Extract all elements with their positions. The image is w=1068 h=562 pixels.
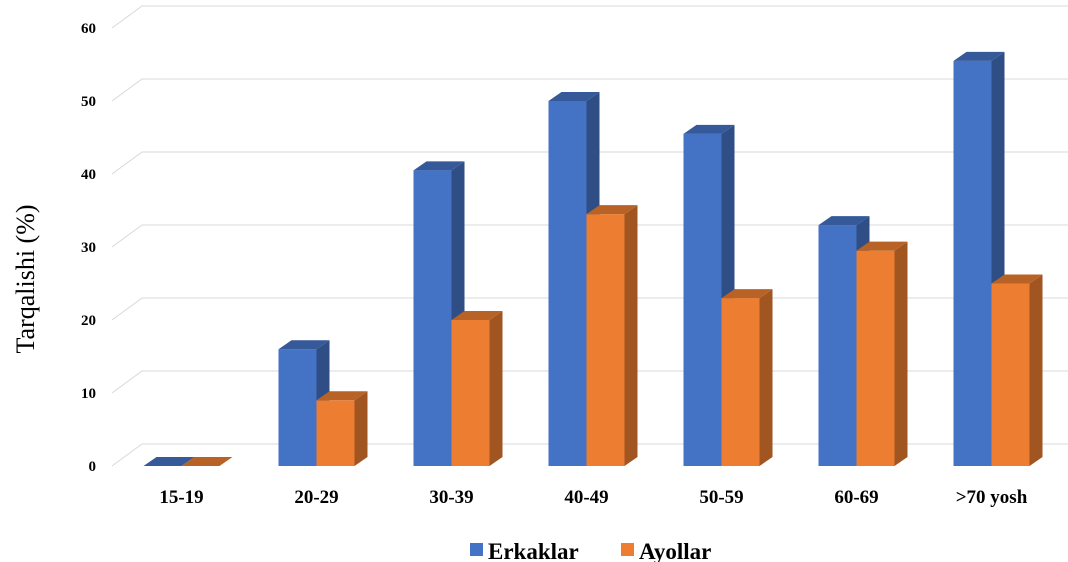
bar-ayollar-20-29 bbox=[316, 391, 368, 466]
legend: Erkaklar Ayollar bbox=[470, 539, 711, 562]
y-tick-label: 40 bbox=[81, 167, 96, 183]
x-tick-label: 15-19 bbox=[159, 487, 203, 508]
x-tick-label: 60-69 bbox=[834, 487, 878, 508]
x-tick-label: 40-49 bbox=[564, 487, 608, 508]
bar-ayollar-50-59 bbox=[721, 289, 773, 466]
bars bbox=[143, 51, 1043, 466]
gridline bbox=[111, 5, 1068, 29]
y-tick-label: 30 bbox=[81, 240, 96, 256]
legend-item-erkaklar: Erkaklar bbox=[470, 539, 579, 562]
y-tick-label: 0 bbox=[89, 459, 97, 475]
gridlines bbox=[111, 5, 1068, 467]
legend-swatch bbox=[470, 543, 483, 556]
x-tick-label: 20-29 bbox=[294, 487, 338, 508]
bar-erkaklar-20-29 bbox=[278, 340, 330, 466]
bar-ayollar-60-69 bbox=[856, 241, 908, 466]
y-tick-label: 20 bbox=[81, 313, 96, 329]
gridline bbox=[111, 151, 1068, 175]
bar-ayollar-15-19 bbox=[181, 457, 233, 466]
y-tick-label: 50 bbox=[81, 94, 96, 110]
y-axis-ticks: 0 10 20 30 40 50 60 bbox=[81, 21, 96, 475]
legend-item-ayollar: Ayollar bbox=[621, 539, 711, 562]
bar-erkaklar-50-59 bbox=[683, 124, 735, 466]
gridline bbox=[111, 224, 1068, 248]
y-tick-label: 60 bbox=[81, 21, 96, 37]
legend-label: Ayollar bbox=[639, 539, 711, 562]
y-tick-label: 10 bbox=[81, 386, 96, 402]
x-tick-label: 50-59 bbox=[699, 487, 743, 508]
legend-label: Erkaklar bbox=[488, 539, 579, 562]
gridline bbox=[111, 78, 1068, 102]
bar-ayollar-30-39 bbox=[451, 311, 503, 466]
legend-swatch bbox=[621, 543, 634, 556]
bar-ayollar-40-49 bbox=[586, 205, 638, 466]
bar-erkaklar-15-19 bbox=[143, 457, 195, 466]
y-axis-label: Tarqalishi (%) bbox=[11, 204, 40, 353]
x-axis-ticks: 15-19 20-29 30-39 40-49 50-59 60-69 >70 yosh bbox=[159, 487, 1027, 508]
x-tick-label: >70 yosh bbox=[956, 487, 1028, 508]
bar-ayollar->70 yosh bbox=[991, 274, 1043, 466]
x-tick-label: 30-39 bbox=[429, 487, 473, 508]
